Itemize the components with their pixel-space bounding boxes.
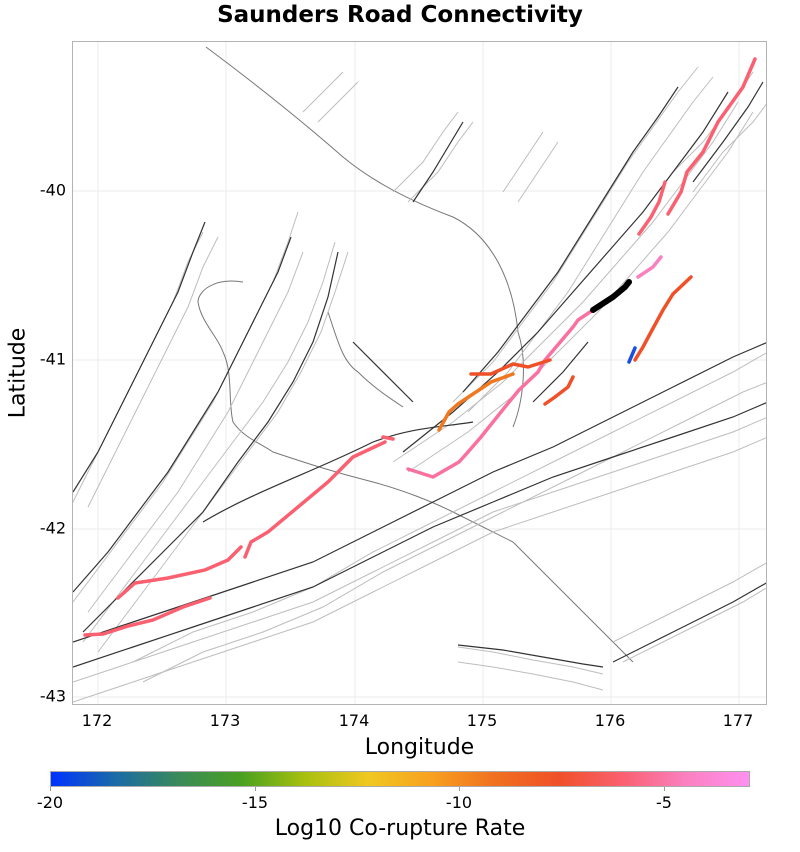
y-tick: -41: [39, 349, 66, 369]
coastline: [197, 46, 634, 663]
x-tick: 173: [209, 711, 241, 730]
y-tick: -40: [39, 180, 66, 200]
y-tick: -42: [39, 518, 66, 538]
chart-title: Saunders Road Connectivity: [217, 2, 583, 28]
y-axis-label: Latitude: [5, 327, 31, 419]
fault-map: [73, 42, 766, 704]
colorbar-tick-mark: [255, 787, 256, 791]
gridlines: [73, 42, 766, 704]
saunders-road-fault: [590, 279, 632, 313]
map-plot-area[interactable]: [72, 41, 767, 705]
fault-patches: [73, 66, 766, 703]
co-rupture-faults: [83, 57, 757, 637]
x-tick: 172: [81, 711, 113, 730]
colorbar-tick-mark: [664, 787, 665, 791]
colorbar-tick-mark: [459, 787, 460, 791]
fault-traces: [73, 81, 766, 668]
x-axis-label: Longitude: [364, 735, 475, 760]
colorbar: [50, 771, 750, 787]
colorbar-tick: -15: [241, 793, 269, 812]
colorbar-tick: -20: [36, 793, 64, 812]
x-tick: 175: [466, 711, 498, 730]
y-tick: -43: [39, 686, 66, 706]
x-tick: 177: [722, 711, 754, 730]
colorbar-tick: -5: [656, 793, 672, 812]
colorbar-label: Log10 Co-rupture Rate: [274, 816, 526, 841]
colorbar-tick: -10: [445, 793, 473, 812]
colorbar-tick-mark: [50, 787, 51, 791]
x-tick: 176: [594, 711, 626, 730]
x-tick: 174: [338, 711, 370, 730]
